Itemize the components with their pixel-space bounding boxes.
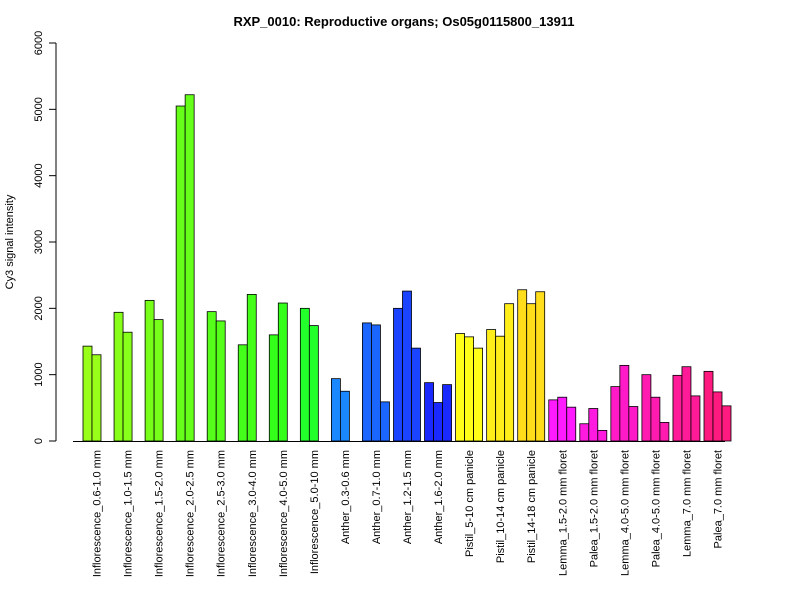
- bar: [91, 354, 102, 442]
- x-category-label: Anther_1.2-1.5 mm: [402, 450, 414, 544]
- y-tick-label: 6000: [33, 31, 45, 55]
- bar: [113, 311, 124, 442]
- bar: [122, 331, 133, 442]
- bar: [424, 382, 434, 442]
- bar: [277, 302, 288, 442]
- bar: [703, 370, 714, 442]
- x-category-label: Lemma_7.0 mm floret: [681, 450, 693, 557]
- bar: [690, 395, 701, 442]
- x-category-label: Inflorescence_1.0-1.5 mm: [123, 450, 135, 577]
- bar: [721, 405, 732, 442]
- x-category-label: Inflorescence_1.5-2.0 mm: [154, 450, 166, 577]
- x-category-label: Anther_0.3-0.6 mm: [340, 450, 352, 544]
- bar: [246, 294, 257, 442]
- bar: [442, 384, 452, 442]
- bar: [455, 333, 466, 442]
- bar: [535, 291, 546, 442]
- bar: [628, 406, 639, 442]
- bar: [215, 320, 226, 442]
- y-tick-label: 2000: [33, 296, 45, 320]
- bar: [433, 402, 443, 442]
- bar: [495, 335, 506, 442]
- bar: [672, 374, 683, 442]
- bar: [712, 391, 723, 442]
- bar: [299, 307, 310, 442]
- x-category-label: Inflorescence_2.0-2.5 mm: [185, 450, 197, 577]
- bar: [579, 423, 590, 442]
- x-category-label: Inflorescence_0.6-1.0 mm: [92, 450, 104, 577]
- bar: [588, 408, 599, 442]
- chart-title: RXP_0010: Reproductive organs; Os05g0115…: [233, 14, 574, 29]
- bar: [153, 319, 164, 442]
- y-tick-label: 0: [33, 438, 45, 444]
- x-category-label: Lemma_1.5-2.0 mm floret: [557, 450, 569, 576]
- bar: [393, 307, 403, 442]
- bar: [144, 299, 155, 442]
- bars: [82, 94, 732, 442]
- y-tick-label: 3000: [33, 230, 45, 254]
- bar: [184, 94, 195, 442]
- bar: [486, 329, 497, 442]
- x-category-label: Anther_0.7-1.0 mm: [371, 450, 383, 544]
- bar: [526, 303, 537, 442]
- x-category-label: Inflorescence_5.0-10 mm: [309, 450, 321, 574]
- bar: [610, 386, 621, 442]
- x-category-label: Palea_4.0-5.0 mm floret: [650, 450, 662, 567]
- bar: [650, 396, 661, 442]
- bar: [402, 290, 412, 442]
- bar: [641, 374, 652, 442]
- bar: [175, 105, 186, 442]
- bar: [473, 347, 484, 442]
- bar: [411, 347, 421, 442]
- x-category-label: Inflorescence_2.5-3.0 mm: [216, 450, 228, 577]
- bar: [380, 401, 390, 442]
- x-category-label: Inflorescence_4.0-5.0 mm: [278, 450, 290, 577]
- x-category-label: Palea_1.5-2.0 mm floret: [588, 450, 600, 567]
- bar: [659, 422, 670, 442]
- x-category-label: Inflorescence_3.0-4.0 mm: [247, 450, 259, 577]
- x-axis: Inflorescence_0.6-1.0 mm Inflorescence_1.…: [73, 441, 725, 577]
- x-category-label: Pistil_14-18 cm panicle: [526, 450, 538, 563]
- bar: [330, 378, 341, 442]
- bar: [681, 366, 692, 442]
- bar: [504, 303, 515, 442]
- y-axis-label: Cy3 signal intensity: [4, 194, 16, 289]
- bar: [339, 390, 350, 442]
- y-tick-label: 5000: [33, 97, 45, 121]
- bar: [268, 334, 279, 442]
- bar: [206, 311, 217, 442]
- bar: [237, 344, 248, 442]
- bar: [371, 324, 381, 442]
- y-tick-label: 4000: [33, 163, 45, 187]
- x-category-label: Pistil_10-14 cm panicle: [495, 450, 507, 563]
- x-category-label: Lemma_4.0-5.0 mm floret: [619, 450, 631, 576]
- bar: [464, 336, 475, 442]
- x-category-label: Palea_7.0 mm floret: [713, 450, 725, 548]
- bar: [557, 396, 568, 442]
- y-tick-label: 1000: [33, 362, 45, 386]
- bar: [308, 325, 319, 442]
- x-category-label: Anther_1.6-2.0 mm: [433, 450, 445, 544]
- bar: [566, 406, 577, 442]
- x-category-label: Pistil_5-10 cm panicle: [464, 450, 476, 557]
- bar: [82, 345, 93, 442]
- bar: [548, 399, 559, 442]
- bar: [597, 429, 608, 442]
- bar: [517, 289, 528, 442]
- bar: [619, 364, 630, 442]
- y-axis: 0 1000 2000 3000 4000 5000 6000: [33, 31, 57, 444]
- bar: [362, 322, 372, 442]
